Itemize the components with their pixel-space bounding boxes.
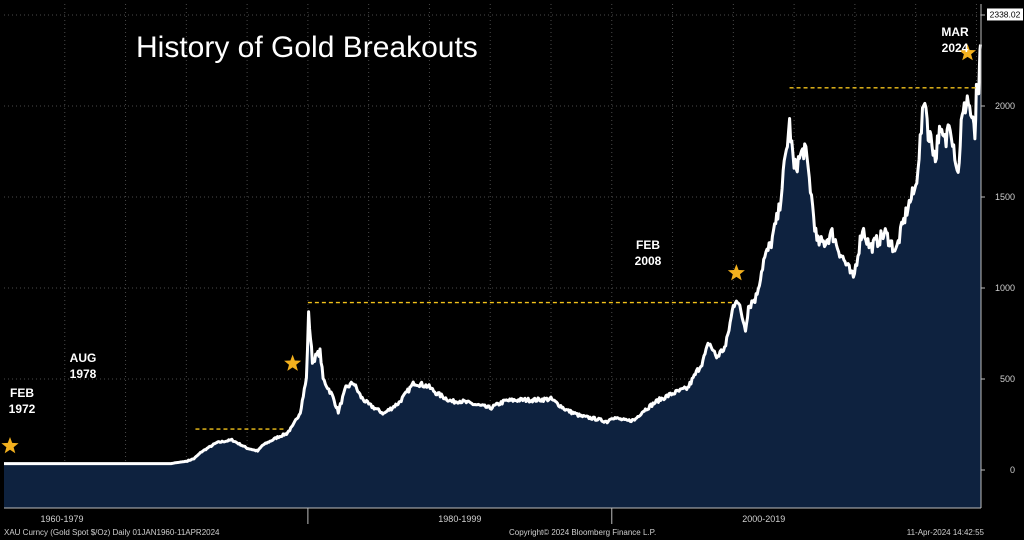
breakout-label-month: AUG <box>70 351 97 365</box>
price-area <box>4 44 981 508</box>
footer-source: XAU Curncy (Gold Spot $/Oz) Daily 01JAN1… <box>4 528 220 537</box>
y-tick-label: 2000 <box>995 101 1015 111</box>
breakout-star-icon <box>727 264 745 281</box>
breakout-label-month: FEB <box>10 386 34 400</box>
y-tick-label: 1000 <box>995 283 1015 293</box>
y-tick-label: 1500 <box>995 192 1015 202</box>
price-area-fill <box>4 44 981 508</box>
breakout-label-year: 2008 <box>635 254 662 268</box>
breakout-label-year: 1972 <box>9 402 36 416</box>
breakout-star-icon <box>1 437 19 454</box>
x-tick-label: 1980-1999 <box>438 514 481 524</box>
last-value-label: 2338.02 <box>990 9 1021 19</box>
breakout-label-year: 2024 <box>942 41 969 55</box>
axes: 050010001500200025002338.021960-19791980… <box>4 4 1023 524</box>
footer-timestamp: 11-Apr-2024 14:42:55 <box>906 528 984 537</box>
breakout-annotations: FEB 1972 AUG 1978 FEB 2008 MAR 2024 <box>1 25 976 454</box>
price-line-path <box>3 44 982 466</box>
breakout-label-month: FEB <box>636 238 660 252</box>
x-tick-label: 2000-2019 <box>742 514 785 524</box>
breakout-star-icon <box>958 44 976 61</box>
x-tick-label: 1960-1979 <box>40 514 83 524</box>
footer-copyright: Copyright© 2024 Bloomberg Finance L.P. <box>509 528 657 537</box>
breakout-star-icon <box>284 354 302 371</box>
last-value-badge <box>987 8 1023 21</box>
chart-title: History of Gold Breakouts <box>136 31 478 64</box>
y-tick-label: 0 <box>1010 465 1015 475</box>
chart-footer: XAU Curncy (Gold Spot $/Oz) Daily 01JAN1… <box>0 526 1024 540</box>
breakout-levels <box>195 87 978 430</box>
breakout-label-year: 1978 <box>70 367 97 381</box>
price-line <box>3 44 982 466</box>
y-tick-label: 500 <box>1000 374 1015 384</box>
breakout-label-month: MAR <box>941 25 969 39</box>
